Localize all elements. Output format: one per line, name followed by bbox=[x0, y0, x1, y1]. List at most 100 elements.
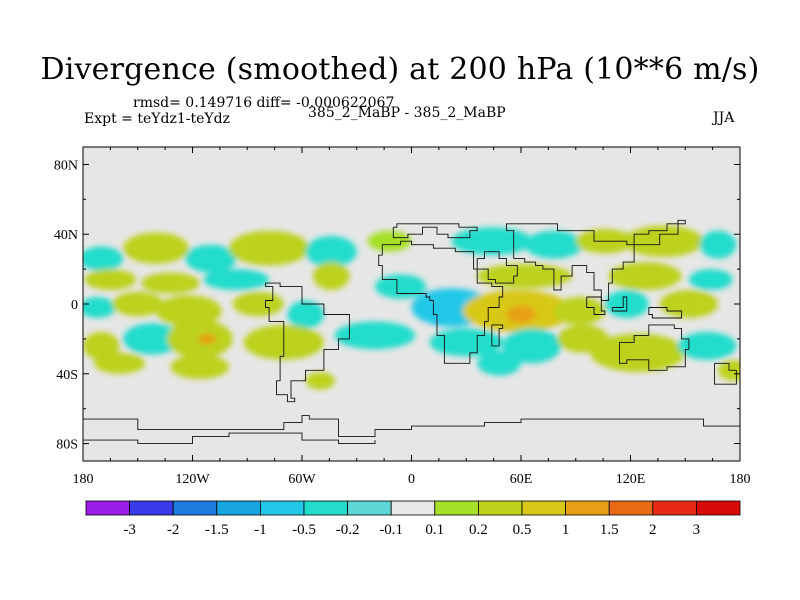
x-tick-label: 120W bbox=[175, 472, 210, 487]
coastline-1 bbox=[378, 240, 504, 364]
y-tick-label: 80N bbox=[54, 158, 78, 173]
field-anomaly-5 bbox=[367, 230, 412, 252]
coastlines bbox=[83, 219, 740, 445]
experiment-label: Expt = teYdz1-teYdz bbox=[84, 111, 230, 127]
colorbar-label: -0.5 bbox=[292, 522, 316, 538]
coastline-2 bbox=[476, 251, 518, 284]
colorbar-swatch-8 bbox=[434, 500, 479, 516]
coastline-7 bbox=[611, 296, 628, 312]
field-anomaly-43 bbox=[305, 372, 335, 390]
field-anomaly-27 bbox=[553, 297, 605, 325]
field-anomaly-26 bbox=[506, 305, 536, 324]
field-anomaly-41 bbox=[93, 352, 146, 374]
season-label: JJA bbox=[713, 110, 735, 126]
field-anomaly-15 bbox=[375, 274, 427, 299]
field-anomaly-29 bbox=[659, 290, 719, 318]
field-anomaly-12 bbox=[141, 272, 200, 294]
field-anomaly-7 bbox=[524, 230, 584, 259]
colorbar-swatch-11 bbox=[565, 500, 610, 516]
field-anomaly-39 bbox=[590, 333, 686, 373]
colorbar-swatch-13 bbox=[652, 500, 697, 516]
field-anomaly-1 bbox=[123, 232, 189, 264]
field-anomaly-18 bbox=[688, 269, 733, 291]
x-tick-label: 180 bbox=[730, 472, 751, 487]
colorbar-label: 0.1 bbox=[425, 522, 444, 538]
field-anomaly-16 bbox=[477, 263, 573, 289]
colorbar-label: 0.2 bbox=[469, 522, 488, 538]
colorbar-swatch-5 bbox=[303, 500, 348, 516]
colorbar-label: 0.5 bbox=[513, 522, 532, 538]
coastline-4 bbox=[491, 324, 504, 347]
field-anomaly-11 bbox=[84, 269, 136, 291]
colorbar-swatch-6 bbox=[347, 500, 392, 516]
field-anomaly-10 bbox=[699, 230, 737, 259]
coastline-10 bbox=[265, 282, 350, 403]
field-anomaly-40 bbox=[677, 331, 737, 360]
colorbar-swatch-2 bbox=[172, 500, 218, 516]
field-anomaly-31 bbox=[123, 323, 182, 355]
field-anomaly-33 bbox=[197, 333, 217, 345]
colorbar-swatch-0 bbox=[85, 500, 130, 516]
colorbar-label: -2 bbox=[167, 522, 180, 538]
coastline-6 bbox=[586, 296, 606, 315]
colorbar-label: -1 bbox=[254, 522, 267, 538]
x-tick-label: 180 bbox=[73, 472, 94, 487]
field-anomaly-0 bbox=[83, 246, 124, 271]
coastline-8 bbox=[648, 307, 683, 319]
colorbar-swatch-1 bbox=[129, 500, 174, 516]
colorbar-label: 1.5 bbox=[600, 522, 619, 538]
chart-title: Divergence (smoothed) at 200 hPa (10**6 … bbox=[40, 52, 760, 87]
coastline-3 bbox=[505, 219, 686, 301]
field-anomaly-23 bbox=[287, 300, 324, 329]
field-anomaly-22 bbox=[232, 291, 284, 317]
colorbar-swatch-3 bbox=[216, 500, 261, 516]
colorbar-swatch-10 bbox=[521, 500, 566, 516]
coastline-0 bbox=[392, 223, 478, 239]
field-anomaly-19 bbox=[83, 297, 116, 318]
colorbar-label: 3 bbox=[693, 522, 701, 538]
field-anomaly-20 bbox=[112, 291, 164, 317]
colorbar-swatch-7 bbox=[390, 500, 436, 516]
colorbar-label: 2 bbox=[649, 522, 657, 538]
field-anomaly-14 bbox=[312, 262, 350, 291]
colorbar-label: -1.5 bbox=[205, 522, 229, 538]
colorbar-swatch-9 bbox=[477, 500, 523, 516]
colorbar-swatch-4 bbox=[259, 500, 305, 516]
coastline-12 bbox=[83, 432, 376, 445]
x-tick-label: 0 bbox=[408, 472, 415, 487]
y-tick-label: 80S bbox=[56, 438, 78, 453]
colorbar-label: -0.2 bbox=[336, 522, 360, 538]
coastline-5 bbox=[619, 324, 690, 371]
field-anomaly-6 bbox=[451, 227, 532, 256]
colorbar-label: -3 bbox=[123, 522, 136, 538]
field-anomaly-17 bbox=[608, 262, 682, 291]
axis-ticks: 180 120W 60W 0 60E 120E 180 80N 40N 0 40S 80S bbox=[54, 147, 751, 487]
coastline-11 bbox=[83, 415, 740, 438]
y-tick-label: 40N bbox=[54, 228, 78, 243]
field-anomaly-42 bbox=[170, 354, 229, 380]
x-tick-label: 60W bbox=[288, 472, 316, 487]
y-tick-label: 40S bbox=[56, 368, 78, 383]
field-anomaly-21 bbox=[156, 295, 222, 327]
colorbar-swatch-14 bbox=[696, 500, 741, 516]
field-anomaly-3 bbox=[229, 230, 310, 266]
x-tick-label: 120E bbox=[616, 472, 646, 487]
case-label: 385_2_MaBP - 385_2_MaBP bbox=[308, 105, 506, 121]
colorbar-label: -0.1 bbox=[379, 522, 403, 538]
field-anomaly-9 bbox=[623, 225, 704, 257]
colorbar-swatch-12 bbox=[608, 500, 654, 516]
stats-label: rmsd= 0.149716 diff= -0.000622067 bbox=[133, 95, 395, 111]
colorbar-label: 1 bbox=[562, 522, 570, 538]
field-anomaly-2 bbox=[185, 244, 237, 273]
coastline-9 bbox=[714, 362, 737, 385]
y-tick-label: 0 bbox=[71, 298, 78, 313]
divergence-field bbox=[83, 225, 740, 390]
field-anomaly-35 bbox=[334, 321, 416, 350]
field-anomaly-30 bbox=[83, 331, 120, 360]
field-anomaly-37 bbox=[502, 328, 562, 364]
field-anomaly-44 bbox=[477, 351, 521, 376]
field-anomaly-4 bbox=[305, 235, 357, 268]
x-tick-label: 60E bbox=[510, 472, 533, 487]
colorbar: -3 -2 -1.5 -1 -0.5 -0.2 -0.1 0.1 0.2 0.5 1 1.5 2 3 bbox=[85, 500, 741, 538]
